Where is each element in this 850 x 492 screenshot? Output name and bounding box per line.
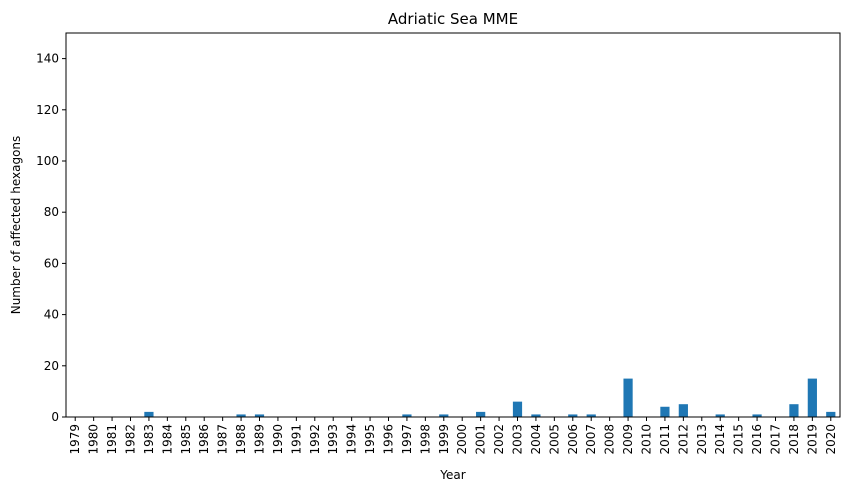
x-tick-label: 1998: [418, 424, 432, 455]
x-tick-label: 2010: [640, 424, 654, 455]
x-tick-label: 1984: [160, 424, 174, 455]
x-tick-label: 2004: [529, 424, 543, 455]
x-axis-label: Year: [439, 468, 465, 482]
y-tick-label: 40: [44, 308, 59, 322]
x-tick-label: 2009: [621, 424, 635, 455]
bar-2001: [476, 411, 486, 417]
y-tick-label: 100: [36, 154, 59, 168]
bar-2007: [586, 414, 596, 417]
x-tick-label: 2011: [658, 424, 672, 455]
x-tick-label: 2005: [547, 424, 561, 455]
bar-1983: [144, 411, 154, 417]
bar-2011: [660, 406, 670, 417]
bar-2004: [531, 414, 541, 417]
plot-frame: [65, 32, 841, 418]
x-tick-label: 1983: [142, 424, 156, 455]
x-tick-label: 2019: [805, 424, 819, 455]
x-tick-label: 1993: [326, 424, 340, 455]
x-tick-label: 1986: [197, 424, 211, 455]
bar-1989: [254, 414, 265, 417]
y-tick-label: 80: [44, 205, 59, 219]
x-tick-label: 2020: [824, 424, 838, 455]
plot-area: [65, 32, 841, 418]
x-tick-label: 1995: [363, 424, 377, 455]
x-tick-label: 2012: [676, 424, 690, 455]
x-tick-label: 1991: [289, 424, 303, 455]
bar-1997: [402, 414, 412, 417]
x-tick-label: 2017: [769, 424, 783, 455]
bar-2009: [623, 378, 633, 417]
chart-title: Adriatic Sea MME: [388, 10, 518, 28]
x-tick-label: 2013: [695, 424, 709, 455]
x-tick-label: 2000: [455, 424, 469, 455]
x-tick-label: 1997: [400, 424, 414, 455]
bar-2003: [512, 401, 523, 417]
x-tick-label: 1992: [308, 424, 322, 455]
x-tick-label: 1982: [124, 424, 138, 455]
y-tick-label: 20: [44, 359, 59, 373]
x-tick-label: 2008: [603, 424, 617, 455]
x-tick-label: 1979: [68, 424, 82, 455]
bar-2012: [678, 404, 688, 417]
x-tick-label: 1999: [437, 424, 451, 455]
bar-2016: [752, 414, 762, 417]
x-tick-label: 1987: [216, 424, 230, 455]
x-tick-label: 1988: [234, 424, 248, 455]
x-tick-label: 2001: [474, 424, 488, 455]
y-tick-label: 0: [51, 410, 59, 424]
bar-1999: [439, 414, 449, 417]
y-tick-label: 140: [36, 52, 59, 66]
y-tick-label: 120: [36, 103, 59, 117]
x-tick-label: 1990: [271, 424, 285, 455]
x-tick-label: 1981: [105, 424, 119, 455]
x-tick-label: 2006: [566, 424, 580, 455]
x-tick-label: 1996: [382, 424, 396, 455]
x-tick-label: 1994: [345, 424, 359, 455]
y-axis: 0 20 40 60 80 100 120 140: [36, 52, 66, 424]
x-tick-label: 1989: [253, 424, 267, 455]
x-tick-label: 2007: [584, 424, 598, 455]
bar-2019: [807, 378, 817, 417]
bar-2006: [568, 414, 578, 417]
x-tick-label: 1980: [87, 424, 101, 455]
x-tick-label: 1985: [179, 424, 193, 455]
x-tick-label: 2018: [787, 424, 801, 455]
x-tick-label: 2003: [511, 424, 525, 455]
bar-1988: [236, 414, 246, 417]
x-tick-label: 2016: [750, 424, 764, 455]
y-tick-label: 60: [44, 256, 59, 270]
x-axis: 1979 1980 1981 1982 1983 1984 1985 1986 1987 1988…: [68, 417, 838, 455]
x-tick-label: 2015: [732, 424, 746, 455]
bar-2018: [789, 404, 799, 417]
x-tick-label: 2014: [713, 424, 727, 455]
x-tick-label: 2002: [492, 424, 506, 455]
bar-2014: [715, 414, 725, 417]
bar-2020: [826, 411, 836, 417]
y-axis-label: Number of affected hexagons: [9, 136, 23, 315]
